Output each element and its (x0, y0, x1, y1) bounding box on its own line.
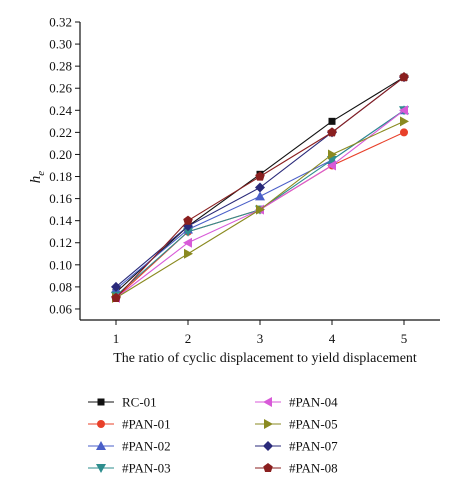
y-tick-label: 0.26 (49, 81, 72, 96)
series-line (115, 109, 405, 297)
legend-label: #PAN-07 (289, 439, 338, 454)
data-point (399, 72, 409, 82)
x-tick-label: 5 (401, 331, 408, 346)
data-point (183, 237, 192, 248)
legend-item: RC-01 (88, 395, 157, 410)
series-line (115, 109, 405, 299)
y-tick-label: 0.16 (49, 191, 72, 206)
data-point (328, 149, 337, 160)
legend-marker (263, 441, 273, 451)
data-point (399, 105, 408, 116)
legend-label: #PAN-01 (122, 417, 171, 432)
series-line (115, 131, 405, 299)
data-point (256, 204, 265, 215)
data-point (183, 227, 193, 237)
legend-item: #PAN-05 (255, 417, 338, 432)
y-tick-label: 0.32 (49, 15, 72, 30)
y-tick-label: 0.30 (49, 37, 72, 52)
series-pan-02 (111, 105, 409, 294)
y-axis-label-main: h (28, 176, 44, 184)
series-pan-03 (111, 106, 409, 301)
x-tick-label: 4 (329, 331, 336, 346)
legend-item: #PAN-04 (255, 395, 338, 410)
series-pan-01 (112, 128, 408, 302)
data-point (327, 160, 336, 171)
y-axis-ticks: 0.06 0.08 0.10 0.12 0.14 0.16 0.18 0.20 0.22 0.24… (49, 15, 80, 316)
x-tick-label: 2 (185, 331, 192, 346)
legend-marker (97, 420, 105, 428)
legend-item: #PAN-03 (88, 461, 171, 476)
legend-item: #PAN-02 (88, 439, 171, 454)
series-pan-07 (111, 72, 409, 292)
x-tick-label: 1 (113, 331, 120, 346)
y-axis-label-sub: e (35, 171, 47, 176)
data-point (111, 292, 121, 302)
legend-item: #PAN-07 (255, 439, 338, 454)
legend-label: #PAN-08 (289, 461, 338, 476)
data-point (255, 182, 265, 193)
legend-item: #PAN-08 (255, 461, 338, 476)
legend-marker (96, 441, 106, 450)
y-tick-label: 0.28 (49, 59, 72, 74)
y-tick-label: 0.06 (49, 301, 72, 316)
y-tick-label: 0.20 (49, 147, 72, 162)
legend-marker (263, 463, 273, 473)
y-tick-label: 0.22 (49, 125, 72, 140)
data-point (255, 191, 265, 201)
legend-marker (263, 397, 272, 407)
legend-marker (96, 464, 106, 473)
y-tick-label: 0.10 (49, 257, 72, 272)
series-layer (111, 72, 409, 303)
data-point (255, 171, 265, 181)
y-tick-label: 0.08 (49, 279, 72, 294)
legend-label: #PAN-04 (289, 395, 338, 410)
legend-item: #PAN-01 (88, 417, 171, 432)
y-tick-label: 0.18 (49, 169, 72, 184)
legend: RC-01 #PAN-01 #PAN-02 #PAN-03 #PAN-04 #PAN-05… (88, 395, 338, 476)
legend-label: #PAN-02 (122, 439, 171, 454)
y-tick-label: 0.14 (49, 213, 72, 228)
y-tick-label: 0.12 (49, 235, 72, 250)
data-point (111, 281, 121, 292)
x-axis-label: The ratio of cyclic displacement to yiel… (113, 351, 417, 366)
data-point (183, 215, 193, 225)
data-point (184, 248, 193, 259)
legend-label: #PAN-03 (122, 461, 171, 476)
data-point (400, 116, 409, 127)
data-point (400, 128, 408, 137)
data-point (327, 127, 337, 137)
legend-marker (97, 398, 105, 406)
legend-marker (264, 419, 273, 429)
x-axis-ticks: 1 2 3 4 5 (113, 320, 408, 346)
x-tick-label: 3 (257, 331, 264, 346)
series-pan-05 (112, 116, 409, 303)
y-tick-label: 0.24 (49, 103, 72, 118)
series-line (115, 76, 405, 288)
legend-label: RC-01 (122, 395, 157, 410)
series-pan-08 (111, 72, 409, 302)
data-point (328, 117, 336, 125)
legend-label: #PAN-05 (289, 417, 338, 432)
y-axis-label: he (28, 171, 47, 184)
